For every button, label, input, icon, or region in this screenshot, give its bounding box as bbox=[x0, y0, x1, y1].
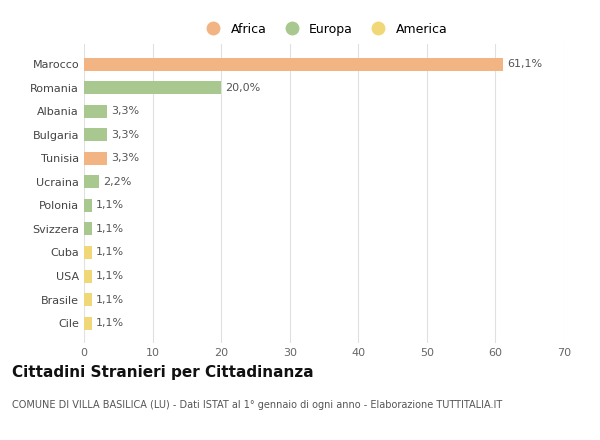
Bar bbox=[84, 176, 99, 188]
Text: 1,1%: 1,1% bbox=[95, 318, 124, 328]
Text: 20,0%: 20,0% bbox=[225, 83, 260, 93]
Text: 1,1%: 1,1% bbox=[95, 271, 124, 281]
Bar bbox=[84, 246, 92, 259]
Text: 61,1%: 61,1% bbox=[507, 59, 542, 69]
Bar bbox=[84, 199, 92, 212]
Bar bbox=[84, 128, 107, 141]
Bar bbox=[84, 58, 503, 70]
Text: 1,1%: 1,1% bbox=[95, 224, 124, 234]
Text: COMUNE DI VILLA BASILICA (LU) - Dati ISTAT al 1° gennaio di ogni anno - Elaboraz: COMUNE DI VILLA BASILICA (LU) - Dati IST… bbox=[12, 400, 502, 411]
Text: 2,2%: 2,2% bbox=[103, 177, 131, 187]
Bar bbox=[84, 105, 107, 117]
Text: 1,1%: 1,1% bbox=[95, 200, 124, 210]
Text: 1,1%: 1,1% bbox=[95, 247, 124, 257]
Bar bbox=[84, 152, 107, 165]
Text: 1,1%: 1,1% bbox=[95, 294, 124, 304]
Legend: Africa, Europa, America: Africa, Europa, America bbox=[198, 20, 450, 38]
Bar bbox=[84, 317, 92, 330]
Text: 3,3%: 3,3% bbox=[111, 106, 139, 116]
Bar bbox=[84, 270, 92, 282]
Bar bbox=[84, 81, 221, 94]
Bar bbox=[84, 223, 92, 235]
Text: Cittadini Stranieri per Cittadinanza: Cittadini Stranieri per Cittadinanza bbox=[12, 365, 314, 380]
Text: 3,3%: 3,3% bbox=[111, 153, 139, 163]
Text: 3,3%: 3,3% bbox=[111, 130, 139, 140]
Bar bbox=[84, 293, 92, 306]
